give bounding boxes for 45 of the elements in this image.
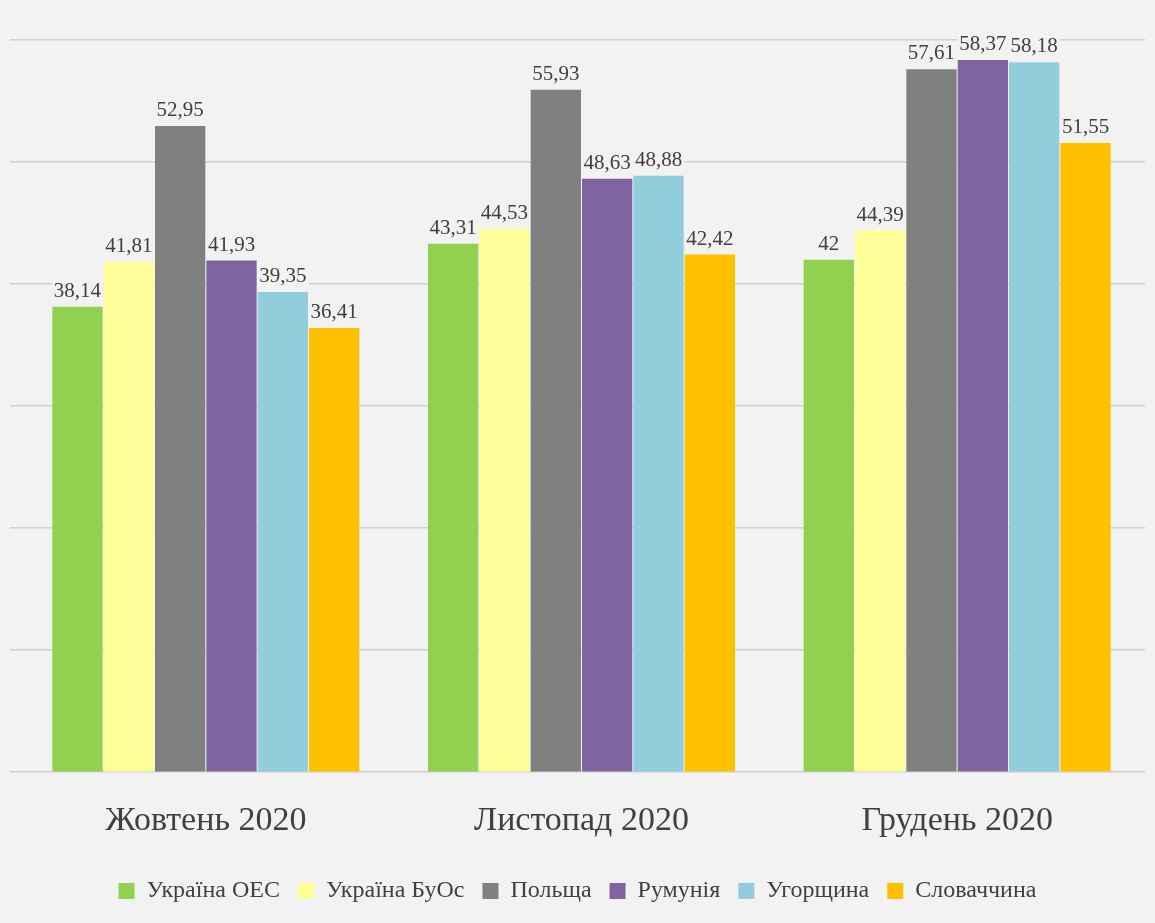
bar	[206, 260, 257, 772]
legend-label: Україна ОЕС	[146, 876, 280, 903]
legend-label: Угорщина	[766, 876, 870, 903]
bar	[257, 292, 308, 772]
data-label: 41,93	[207, 231, 256, 256]
bar	[684, 254, 736, 772]
legend-label: Румунія	[637, 876, 721, 903]
data-label: 41,81	[105, 232, 153, 257]
bar	[479, 228, 530, 772]
data-label: 39,35	[259, 263, 307, 288]
bar	[427, 243, 479, 772]
bar	[633, 175, 684, 772]
bar	[530, 89, 581, 772]
data-label: 48,63	[583, 149, 631, 174]
data-label: 55,93	[532, 60, 580, 85]
data-label: 43,31	[429, 214, 477, 239]
bar	[957, 59, 1008, 772]
data-label: 52,95	[156, 97, 204, 122]
data-label: 51,55	[1061, 114, 1110, 139]
data-label: 58,18	[1010, 33, 1058, 58]
bar	[309, 327, 360, 772]
data-label: 57,61	[907, 40, 956, 65]
bar	[1060, 143, 1111, 772]
data-label: 44,39	[856, 201, 904, 226]
bar	[582, 178, 633, 772]
bar	[803, 259, 854, 772]
legend-label: Словаччина	[915, 876, 1037, 903]
x-tick-label: Листопад 2020	[474, 799, 689, 837]
bar	[155, 126, 206, 772]
bar	[1009, 62, 1060, 772]
data-label: 36,41	[310, 298, 358, 323]
bar	[103, 261, 154, 772]
legend-label: Польща	[510, 876, 592, 903]
bar	[52, 306, 103, 772]
bar	[906, 69, 957, 772]
data-label: 42,42	[686, 225, 734, 250]
bar	[855, 230, 906, 772]
data-label: 38,14	[53, 277, 102, 302]
data-label: 44,53	[480, 199, 529, 224]
x-tick-label: Грудень 2020	[861, 799, 1053, 837]
legend-label: Україна БуОс	[325, 876, 465, 903]
data-label: 48,88	[634, 146, 683, 171]
x-tick-label: Жовтень 2020	[105, 799, 307, 837]
data-label: 58,37	[959, 30, 1007, 55]
data-label: 42	[818, 230, 840, 255]
